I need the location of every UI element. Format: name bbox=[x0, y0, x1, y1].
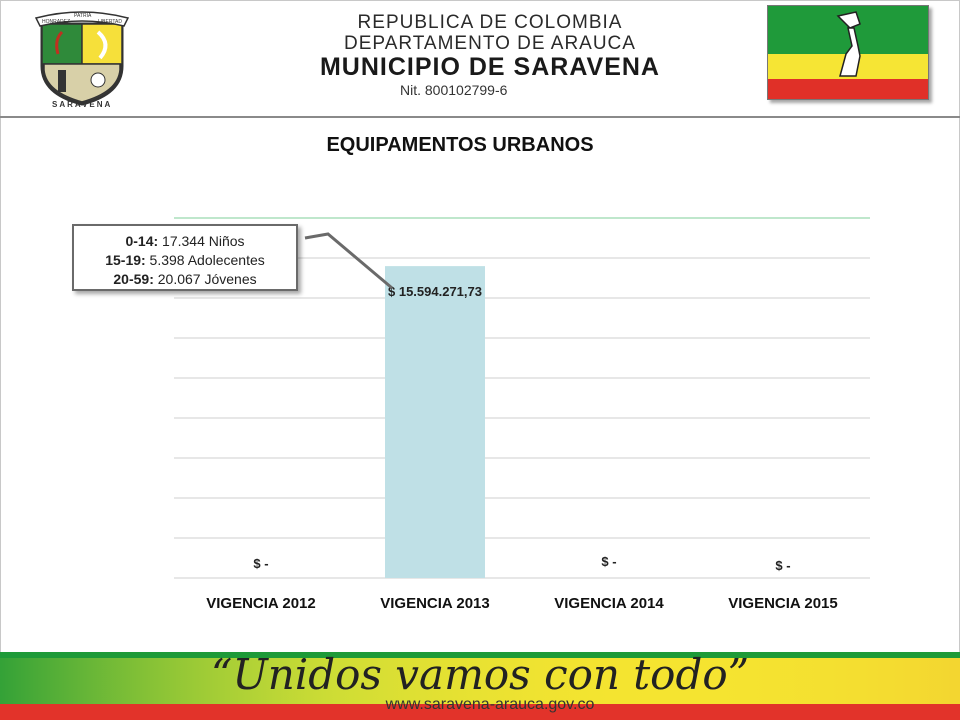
bar-2 bbox=[385, 266, 485, 578]
country-name: REPUBLICA DE COLOMBIA bbox=[357, 12, 623, 33]
municipal-flag-icon bbox=[767, 5, 929, 100]
data-label-4: $ - bbox=[775, 558, 790, 573]
data-label-1: $ - bbox=[253, 556, 268, 571]
department-name: DEPARTAMENTO DE ARAUCA bbox=[344, 33, 636, 54]
footer-band bbox=[0, 652, 960, 720]
nit-number: Nit. 800102799-6 bbox=[400, 82, 508, 98]
callout-row: 15-19: 5.398 Adolecentes bbox=[105, 252, 265, 268]
municipality-name: MUNICIPIO DE SARAVENA bbox=[319, 53, 660, 81]
website-url: www.saravena-arauca.gov.co bbox=[385, 696, 595, 713]
municipal-seal-icon bbox=[34, 11, 130, 106]
seal-ribbon-left: HONRADEZ bbox=[42, 19, 71, 25]
title-block: REPUBLICA DE COLOMBIA DEPARTAMENTO DE AR… bbox=[290, 12, 690, 99]
x-tick-label: VIGENCIA 2014 bbox=[554, 595, 664, 612]
population-callout: 0-14: 17.344 Niños 15-19: 5.398 Adolecen… bbox=[72, 224, 298, 291]
x-tick-label: VIGENCIA 2012 bbox=[206, 595, 316, 612]
x-tick-label: VIGENCIA 2015 bbox=[728, 595, 838, 612]
callout-row: 20-59: 20.067 Jóvenes bbox=[113, 271, 257, 287]
slogan: “Unidos vamos con todo” bbox=[210, 650, 750, 699]
data-label-3: $ - bbox=[601, 554, 616, 569]
seal-caption: SARAVENA bbox=[52, 100, 113, 109]
header: HONRADEZ PATRIA LIBERTAD SARAVENA REPUBL… bbox=[0, 0, 960, 118]
callout-leader-line bbox=[304, 232, 393, 290]
seal-ribbon-right: LIBERTAD bbox=[98, 19, 122, 25]
data-label-2: $ 15.594.271,73 bbox=[388, 284, 482, 299]
callout-row: 0-14: 17.344 Niños bbox=[125, 233, 245, 249]
x-tick-label: VIGENCIA 2013 bbox=[380, 595, 490, 612]
seal-ribbon-center: PATRIA bbox=[74, 13, 92, 19]
header-divider bbox=[0, 116, 960, 118]
chart-title: EQUIPAMENTOS URBANOS bbox=[326, 134, 594, 156]
